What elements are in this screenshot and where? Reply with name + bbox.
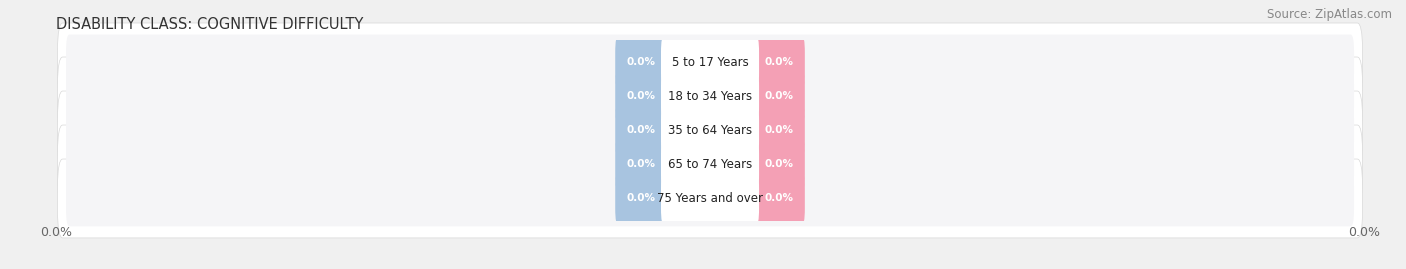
FancyBboxPatch shape xyxy=(661,137,759,192)
Text: 0.0%: 0.0% xyxy=(765,91,793,101)
FancyBboxPatch shape xyxy=(661,171,759,226)
FancyBboxPatch shape xyxy=(616,69,668,124)
FancyBboxPatch shape xyxy=(66,171,1354,226)
Text: 0.0%: 0.0% xyxy=(765,125,793,136)
FancyBboxPatch shape xyxy=(66,102,1354,158)
Text: 0.0%: 0.0% xyxy=(627,193,655,203)
FancyBboxPatch shape xyxy=(752,171,804,226)
FancyBboxPatch shape xyxy=(661,35,759,90)
FancyBboxPatch shape xyxy=(752,35,804,90)
Text: 0.0%: 0.0% xyxy=(765,58,793,68)
Text: 18 to 34 Years: 18 to 34 Years xyxy=(668,90,752,103)
FancyBboxPatch shape xyxy=(661,69,759,124)
FancyBboxPatch shape xyxy=(752,103,804,158)
Text: 0.0%: 0.0% xyxy=(627,125,655,136)
FancyBboxPatch shape xyxy=(66,35,1354,90)
FancyBboxPatch shape xyxy=(752,137,804,192)
Text: 35 to 64 Years: 35 to 64 Years xyxy=(668,124,752,137)
FancyBboxPatch shape xyxy=(752,69,804,124)
Text: 5 to 17 Years: 5 to 17 Years xyxy=(672,56,748,69)
FancyBboxPatch shape xyxy=(616,171,668,226)
FancyBboxPatch shape xyxy=(58,23,1362,102)
FancyBboxPatch shape xyxy=(616,35,668,90)
Text: DISABILITY CLASS: COGNITIVE DIFFICULTY: DISABILITY CLASS: COGNITIVE DIFFICULTY xyxy=(56,17,364,32)
FancyBboxPatch shape xyxy=(66,69,1354,124)
FancyBboxPatch shape xyxy=(58,125,1362,204)
FancyBboxPatch shape xyxy=(66,137,1354,192)
Text: 0.0%: 0.0% xyxy=(627,91,655,101)
Text: 75 Years and over: 75 Years and over xyxy=(657,192,763,205)
Text: 65 to 74 Years: 65 to 74 Years xyxy=(668,158,752,171)
FancyBboxPatch shape xyxy=(58,91,1362,170)
Text: 0.0%: 0.0% xyxy=(765,160,793,169)
FancyBboxPatch shape xyxy=(616,137,668,192)
FancyBboxPatch shape xyxy=(58,57,1362,136)
FancyBboxPatch shape xyxy=(58,159,1362,238)
FancyBboxPatch shape xyxy=(661,103,759,158)
Text: Source: ZipAtlas.com: Source: ZipAtlas.com xyxy=(1267,8,1392,21)
FancyBboxPatch shape xyxy=(616,103,668,158)
Text: 0.0%: 0.0% xyxy=(627,58,655,68)
Text: 0.0%: 0.0% xyxy=(627,160,655,169)
Text: 0.0%: 0.0% xyxy=(765,193,793,203)
